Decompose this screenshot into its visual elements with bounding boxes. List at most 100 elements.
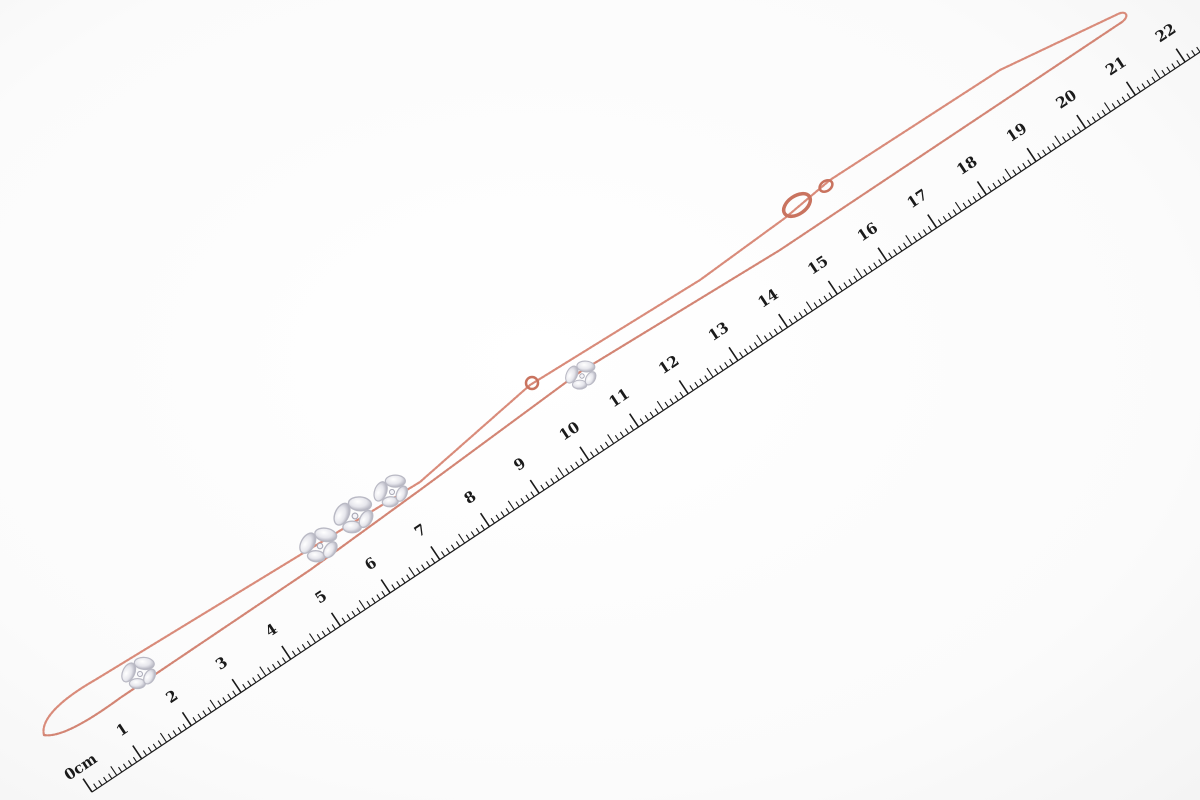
ruler-tick bbox=[1121, 96, 1126, 103]
ruler-tick bbox=[1166, 66, 1171, 73]
ruler-tick bbox=[490, 517, 495, 524]
ruler-tick bbox=[997, 179, 1002, 186]
ruler-tick bbox=[942, 215, 948, 222]
ruler-tick bbox=[656, 400, 664, 411]
ruler-tick bbox=[976, 180, 988, 196]
ruler-tick bbox=[778, 313, 789, 328]
center-stone bbox=[316, 542, 324, 550]
ruler-number: 7 bbox=[411, 520, 430, 541]
ruler-number: 20 bbox=[1053, 86, 1080, 113]
ruler-tick bbox=[366, 600, 371, 607]
ruler-tick bbox=[1146, 79, 1151, 86]
ruler-tick bbox=[557, 467, 565, 478]
ruler-tick bbox=[674, 395, 679, 401]
ruler-tick bbox=[1002, 176, 1007, 182]
ruler-tick bbox=[217, 700, 222, 707]
ruler-tick bbox=[962, 202, 967, 209]
ruler-number: 9 bbox=[510, 454, 529, 475]
diamond-butterflies bbox=[121, 360, 597, 690]
ruler-tick bbox=[1076, 114, 1087, 129]
ruler-tick bbox=[98, 780, 103, 786]
ruler-tick bbox=[724, 361, 729, 368]
ruler-tick bbox=[157, 740, 163, 746]
ruler-tick bbox=[480, 524, 485, 531]
ruler-tick bbox=[103, 776, 108, 783]
ruler-number: 22 bbox=[1152, 20, 1179, 47]
ruler-tick bbox=[93, 783, 98, 789]
ruler-tick bbox=[520, 498, 525, 504]
ruler-tick bbox=[540, 484, 545, 491]
ruler-tick bbox=[952, 209, 957, 215]
ruler-tick bbox=[247, 680, 252, 687]
ruler-tick bbox=[595, 448, 600, 454]
ruler-tick bbox=[912, 235, 918, 242]
ruler-tick bbox=[987, 186, 992, 192]
ruler-number: 2 bbox=[163, 686, 182, 707]
ruler-tick bbox=[1026, 147, 1037, 162]
ruler-tick bbox=[550, 478, 555, 484]
ruler-tick bbox=[853, 275, 858, 282]
ruler-tick bbox=[316, 634, 322, 640]
center-stone bbox=[389, 489, 395, 495]
ruler-tick bbox=[1017, 166, 1022, 172]
ruler-tick bbox=[455, 541, 461, 547]
ruler-tick bbox=[475, 527, 481, 534]
ruler-tick bbox=[465, 534, 471, 541]
ruler-tick bbox=[479, 512, 491, 527]
ruler-tick bbox=[1175, 48, 1186, 63]
ruler-tick bbox=[1161, 69, 1166, 76]
ruler-tick bbox=[669, 398, 674, 405]
marquise-stone bbox=[322, 541, 338, 559]
ruler-number: 11 bbox=[605, 385, 632, 412]
ruler-tick bbox=[714, 368, 719, 375]
ruler-tick bbox=[525, 494, 530, 501]
ruler-tick bbox=[992, 182, 997, 189]
ruler-number: 13 bbox=[705, 318, 732, 345]
ruler-tick bbox=[152, 743, 158, 750]
ruler-tick bbox=[1022, 162, 1027, 169]
ruler-tick bbox=[888, 252, 893, 259]
ruler-tick bbox=[607, 434, 615, 444]
chain-strand-inner bbox=[42, 20, 1124, 737]
ruler-tick bbox=[197, 713, 202, 720]
ruler-tick bbox=[259, 666, 267, 677]
ruler-tick bbox=[628, 413, 640, 428]
ruler-tick bbox=[1186, 53, 1191, 59]
ruler-tick bbox=[430, 545, 441, 561]
ruler-tick bbox=[207, 707, 212, 713]
ruler-tick bbox=[798, 312, 803, 318]
ruler-number: 6 bbox=[361, 553, 380, 574]
ruler-tick bbox=[1096, 113, 1102, 119]
ruler-tick bbox=[604, 441, 610, 448]
ruler-tick bbox=[599, 444, 605, 451]
ruler-number: 19 bbox=[1003, 119, 1030, 146]
ruler-tick bbox=[803, 308, 808, 315]
ruler-tick bbox=[1126, 93, 1131, 99]
ruler-tick bbox=[132, 745, 143, 760]
lobster-clasp bbox=[781, 179, 834, 219]
ruler-tick bbox=[1086, 119, 1092, 126]
ruler-tick bbox=[927, 225, 933, 232]
ruler-tick bbox=[793, 315, 798, 322]
ruler-tick bbox=[1042, 149, 1047, 156]
ruler-tick bbox=[719, 365, 724, 371]
ruler-tick bbox=[763, 335, 769, 342]
ruler-tick bbox=[706, 367, 714, 378]
ruler-tick bbox=[231, 678, 242, 693]
ruler-tick bbox=[590, 451, 595, 458]
ruler-tick bbox=[371, 597, 376, 604]
ruler-tick bbox=[624, 428, 630, 434]
marquise-stone bbox=[314, 527, 338, 543]
ruler-tick bbox=[855, 268, 863, 278]
ruler-tick bbox=[1151, 76, 1156, 83]
ruler-tick bbox=[495, 514, 500, 521]
marquise-stone bbox=[571, 379, 588, 390]
ruler-tick bbox=[122, 763, 128, 770]
ruler-tick bbox=[252, 677, 257, 683]
ruler-tick bbox=[917, 232, 923, 239]
ruler-tick bbox=[380, 579, 391, 594]
ruler-tick bbox=[619, 431, 625, 438]
ruler-number: 15 bbox=[804, 252, 831, 279]
